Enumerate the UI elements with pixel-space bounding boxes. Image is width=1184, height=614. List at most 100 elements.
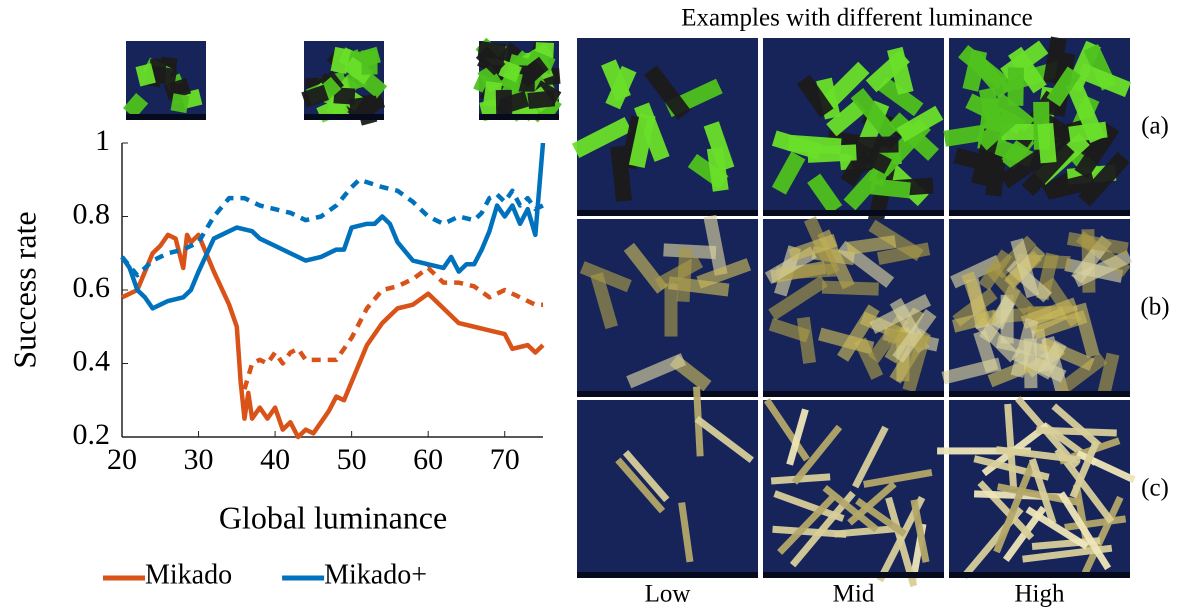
item [1081, 495, 1124, 575]
item [644, 65, 691, 120]
dashed-line [120, 177, 544, 278]
item [590, 272, 618, 330]
item [1028, 458, 1057, 525]
row-label: (a) [1141, 113, 1169, 140]
item [703, 214, 728, 276]
item [1036, 426, 1117, 437]
item [1078, 151, 1130, 207]
item [1072, 250, 1133, 288]
x-tick-label: 40 [260, 443, 290, 476]
item [694, 415, 754, 464]
item [1010, 238, 1040, 299]
item [863, 468, 933, 488]
item [1077, 63, 1131, 98]
item [847, 140, 892, 174]
item [771, 151, 806, 195]
item [301, 84, 329, 108]
photo-frame [763, 210, 944, 216]
photo-frame [126, 114, 206, 120]
item [869, 293, 932, 334]
item [1074, 122, 1120, 179]
item [768, 318, 811, 343]
item [628, 113, 656, 168]
photo-frame [304, 114, 384, 120]
item [571, 116, 632, 159]
item [521, 56, 549, 83]
item [777, 494, 836, 555]
y-tick-label: 0.6 [73, 271, 111, 304]
photo-frame [479, 114, 559, 120]
item [170, 93, 190, 114]
item [135, 63, 156, 87]
legend-label: Mikado+ [324, 559, 427, 590]
item [1036, 340, 1067, 380]
x-tick-label: 60 [413, 443, 443, 476]
photo-frame [577, 210, 758, 216]
item [837, 304, 880, 362]
item [1097, 352, 1120, 397]
examples-title: Examples with different luminance [681, 5, 1033, 32]
item [834, 524, 899, 538]
item [902, 332, 931, 393]
photo-bg [577, 400, 758, 578]
item [527, 90, 556, 110]
item [896, 105, 944, 142]
item [789, 490, 856, 568]
item [1069, 440, 1100, 499]
dashed-line [242, 265, 543, 390]
item [122, 92, 149, 119]
item [850, 88, 898, 141]
item [846, 235, 897, 255]
row-label: (b) [1140, 294, 1169, 321]
item [996, 483, 1082, 507]
item [821, 280, 879, 296]
item [1004, 403, 1018, 490]
item [772, 525, 847, 538]
column-label: High [1015, 581, 1066, 608]
item [615, 457, 666, 514]
item [1056, 352, 1108, 396]
item [816, 77, 841, 120]
row-label: (c) [1141, 475, 1169, 502]
item [475, 46, 506, 76]
item [330, 46, 351, 74]
item [791, 424, 843, 485]
photo-frame [949, 572, 1130, 578]
item [654, 255, 704, 291]
item [867, 314, 909, 364]
photo-frame [763, 391, 944, 397]
y-tick-label: 0.8 [73, 197, 111, 230]
item [852, 425, 889, 489]
item [768, 275, 828, 321]
item [995, 446, 1081, 464]
item [877, 76, 924, 117]
item [876, 242, 931, 265]
item [343, 56, 374, 85]
item [876, 495, 926, 583]
item [826, 99, 867, 137]
column-label: Low [645, 581, 691, 608]
item [865, 50, 910, 93]
item [962, 49, 988, 92]
item [696, 258, 752, 289]
item [991, 92, 1035, 132]
y-tick-label: 1 [95, 124, 110, 157]
x-axis-label: Global luminance [219, 499, 447, 535]
item [579, 261, 632, 293]
item [855, 497, 907, 537]
x-tick-label: 50 [337, 443, 367, 476]
column-label: Mid [833, 581, 875, 608]
item [1025, 506, 1089, 550]
item [1032, 310, 1088, 340]
y-tick-label: 0.4 [73, 344, 111, 377]
item [822, 484, 879, 533]
item [910, 499, 930, 563]
item [622, 450, 670, 503]
item [1046, 66, 1081, 107]
item [807, 173, 843, 215]
example-photos [571, 36, 1136, 587]
legend-label: Mikado [145, 559, 232, 590]
photo-frame [577, 391, 758, 397]
y-axis-label: Success rate [6, 211, 42, 368]
